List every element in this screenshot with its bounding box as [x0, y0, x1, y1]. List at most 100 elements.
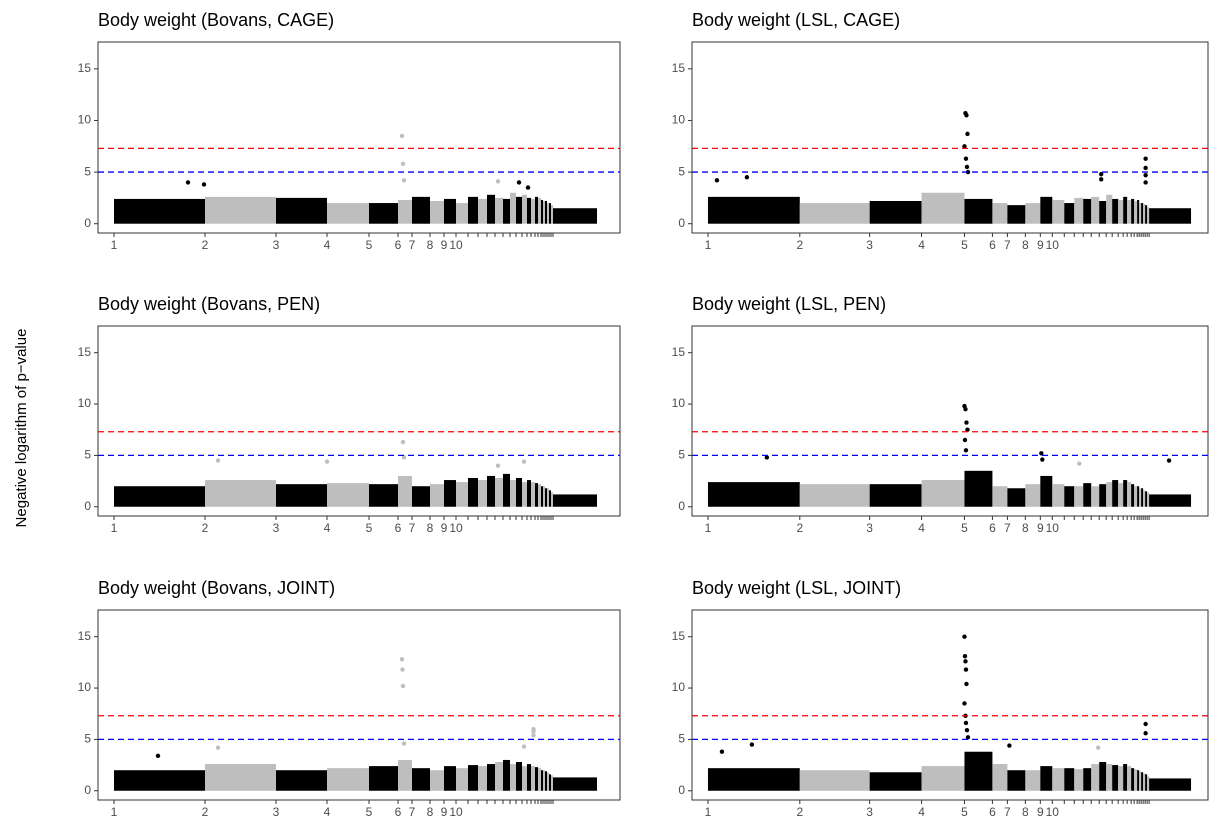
chromosome-block [456, 482, 468, 507]
chromosome-block [1141, 203, 1144, 224]
snp-point [964, 420, 969, 425]
chromosome-block [1127, 766, 1132, 791]
chromosome-block [205, 196, 276, 224]
x-tick-label: 8 [1022, 805, 1029, 819]
chromosome-block [412, 768, 430, 791]
x-tick-label: 8 [427, 805, 434, 819]
snp-point [1143, 721, 1148, 727]
snp-point [963, 659, 968, 664]
chromosome-block [553, 777, 597, 791]
x-tick-label: 6 [989, 805, 996, 819]
x-tick-label: 2 [796, 238, 803, 252]
chromosome-block [1106, 482, 1113, 507]
chromosome-block [1074, 197, 1084, 224]
y-tick-label: 5 [678, 732, 685, 746]
chromosome-block [1052, 484, 1065, 507]
chromosome-block [547, 488, 549, 507]
y-tick-label: 5 [84, 448, 91, 462]
y-tick-label: 15 [78, 61, 92, 75]
chromosome-block [276, 770, 327, 791]
chromosome-block [516, 478, 522, 507]
chromosome-block [1025, 203, 1041, 224]
snp-point [963, 720, 969, 726]
chromosome-block [1137, 199, 1140, 224]
plot-area [98, 657, 620, 791]
y-tick-label: 0 [678, 216, 685, 230]
chromosome-block [1091, 764, 1100, 791]
chromosome-block [527, 764, 531, 791]
chromosome-block [549, 490, 551, 507]
chromosome-block [531, 198, 535, 224]
chromosome-block [456, 768, 468, 791]
chromosome-block [398, 475, 412, 507]
x-tick-label: 1 [111, 805, 118, 819]
chromosome-block [1127, 199, 1132, 224]
y-tick-label: 0 [84, 783, 91, 797]
x-tick-label: 10 [449, 805, 463, 819]
chromosome-block [1134, 486, 1138, 507]
x-tick-label: 3 [866, 238, 873, 252]
x-tick-label: 2 [796, 521, 803, 535]
chromosome-block [1141, 772, 1144, 791]
panel-frame [691, 325, 1209, 517]
chromosome-block [547, 772, 549, 791]
x-tick-label: 7 [409, 521, 416, 535]
snp-point [1143, 165, 1148, 171]
chromosome-block [1064, 486, 1075, 507]
x-tick-label: 5 [366, 238, 373, 252]
chromosome-block [545, 771, 547, 791]
chromosome-block [1134, 769, 1138, 791]
x-tick-label: 3 [273, 805, 280, 819]
snp-point [1077, 461, 1082, 466]
chromosome-block [992, 203, 1008, 224]
x-tick-label: 8 [427, 521, 434, 535]
y-tick-label: 5 [678, 164, 685, 178]
chromosome-block [1025, 770, 1041, 791]
chromosome-block [1147, 207, 1150, 224]
chromosome-block [478, 766, 487, 791]
chromosome-block [1007, 205, 1026, 224]
x-tick-label: 5 [961, 238, 968, 252]
chromosome-block [551, 775, 553, 791]
panel-title: Body weight (LSL, JOINT) [692, 578, 901, 598]
snp-point [964, 681, 969, 687]
chromosome-block [1137, 486, 1140, 507]
chromosome-block [369, 766, 398, 791]
x-tick-label: 9 [441, 521, 448, 535]
x-tick-label: 1 [111, 521, 118, 535]
snp-point [215, 745, 221, 750]
chromosome-block [992, 764, 1008, 791]
chromosome-block [522, 194, 527, 224]
x-tick-label: 6 [395, 805, 402, 819]
y-tick-label: 15 [78, 629, 92, 643]
panel: Body weight (Bovans, JOINT) 0 5 10 15 1 2 3 4 5 6 7… [78, 578, 621, 819]
chromosome-block [276, 484, 327, 507]
chromosome-block [799, 484, 870, 507]
chromosome-block [478, 198, 487, 224]
x-tick-label: 1 [111, 238, 118, 252]
chromosome-block [1040, 766, 1053, 791]
chromosome-block [869, 772, 922, 791]
chromosome-block [1131, 198, 1135, 224]
plot-area [692, 403, 1208, 507]
y-tick-label: 5 [84, 164, 91, 178]
chromosome-block [1112, 198, 1119, 224]
chromosome-block [1091, 486, 1100, 507]
x-tick-label: 2 [202, 521, 209, 535]
chromosome-block [327, 203, 369, 224]
snp-point [1040, 457, 1045, 462]
snp-point [531, 733, 536, 738]
chromosome-block [1131, 768, 1135, 791]
chromosome-block [799, 770, 870, 791]
chromosome-block [543, 486, 545, 507]
plot-area [98, 431, 620, 507]
snp-point [201, 182, 207, 187]
panel-title: Body weight (LSL, CAGE) [692, 10, 900, 30]
x-tick-label: 8 [1022, 521, 1029, 535]
chromosome-block [1007, 488, 1026, 507]
y-tick-label: 15 [672, 61, 686, 75]
snp-point [400, 683, 406, 689]
